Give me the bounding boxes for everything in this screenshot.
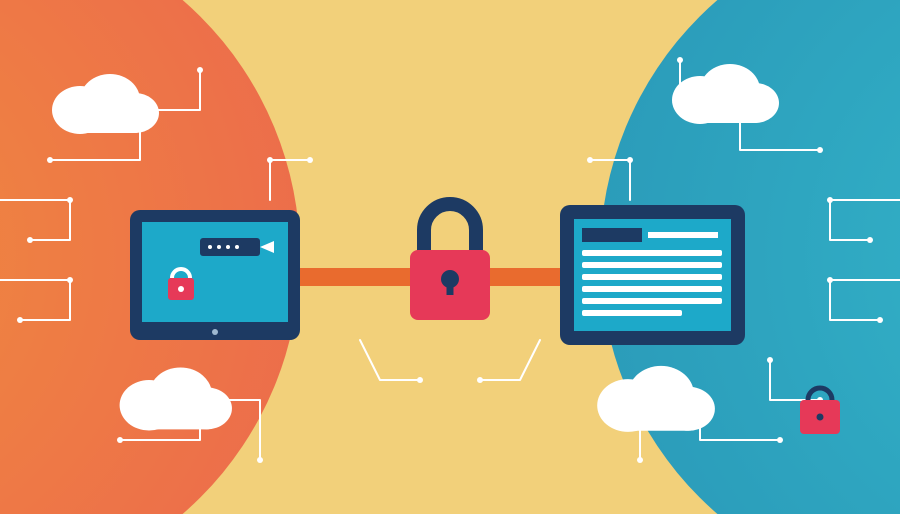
left-device — [130, 210, 300, 340]
security-infographic — [0, 0, 900, 514]
left-device-screen — [142, 222, 288, 322]
right-device — [560, 205, 745, 345]
left-device-home-button — [212, 329, 218, 335]
scene-svg — [0, 0, 900, 514]
